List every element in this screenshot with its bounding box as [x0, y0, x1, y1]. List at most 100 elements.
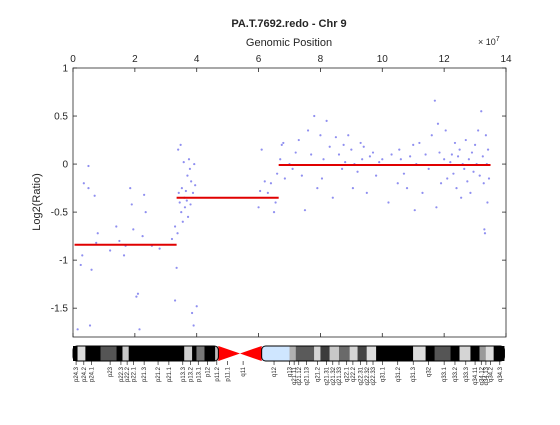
data-point	[276, 172, 279, 175]
band-label: q12	[272, 366, 278, 377]
ideogram-band	[425, 346, 435, 361]
ideogram-band	[184, 346, 193, 361]
band-label: q31.2	[396, 366, 402, 382]
data-point	[350, 148, 353, 151]
band-label: q22.1	[345, 366, 351, 382]
band-label: p24.2	[82, 366, 88, 382]
plot-area: 0 2 4 6 8 10 12 14 1 0.5 0 -0.5 -1 -1.5	[51, 54, 512, 338]
data-point	[452, 172, 455, 175]
data-point	[378, 161, 381, 164]
x-tick-label: 14	[500, 54, 512, 65]
data-point	[356, 170, 359, 173]
band-label: p23	[108, 366, 114, 377]
ideogram-band	[450, 346, 460, 361]
data-point	[427, 167, 430, 170]
data-point	[405, 186, 409, 190]
data-point	[438, 151, 441, 154]
data-point	[90, 268, 93, 271]
data-point	[76, 328, 79, 331]
band-label: p12	[206, 366, 212, 377]
band-label: q34.3	[498, 366, 504, 382]
ideogram-q-arm-outline	[261, 345, 505, 362]
y-tick-label: 0	[62, 160, 68, 171]
ideogram-band	[85, 346, 101, 361]
ideogram-band	[196, 346, 205, 361]
data-point	[316, 186, 319, 190]
band-label: p24.3	[74, 366, 80, 382]
data-point	[387, 201, 390, 204]
data-point	[259, 189, 262, 193]
data-point	[96, 232, 99, 235]
data-point	[456, 155, 460, 158]
data-point	[418, 141, 421, 145]
band-label: q11	[241, 366, 247, 376]
band-label: q34.11	[473, 366, 479, 385]
ideogram-band	[295, 346, 315, 361]
data-point	[291, 167, 294, 170]
data-point	[88, 324, 92, 327]
data-point	[359, 141, 362, 145]
data-point	[483, 232, 487, 235]
data-point	[433, 99, 436, 102]
band-label: p13.3	[181, 366, 187, 382]
data-point	[283, 177, 286, 180]
ideogram-band	[314, 346, 321, 361]
x-exponent-base: × 10	[478, 37, 496, 47]
band-label: p21.3	[142, 366, 148, 382]
band-label: p24.1	[90, 366, 96, 382]
data-point	[195, 305, 198, 308]
data-point	[141, 235, 144, 238]
data-point	[95, 241, 98, 244]
data-point	[484, 134, 487, 137]
data-point	[453, 141, 457, 145]
data-point	[310, 153, 313, 156]
data-point	[320, 177, 324, 180]
data-point	[294, 151, 297, 154]
data-point	[181, 220, 184, 223]
data-point	[444, 129, 447, 132]
band-label: p22.1	[131, 366, 137, 382]
band-label: q22.33	[371, 366, 377, 385]
data-point	[136, 292, 140, 295]
data-point	[421, 191, 424, 194]
data-point	[430, 134, 433, 137]
data-point	[190, 180, 193, 183]
data-point	[322, 158, 325, 161]
data-point	[340, 167, 344, 170]
data-point	[466, 180, 469, 183]
band-label: q21.33	[337, 366, 343, 385]
data-point	[143, 193, 146, 196]
data-point	[269, 182, 273, 185]
ideogram-band	[289, 346, 296, 361]
ideogram-band	[493, 346, 505, 361]
data-point	[334, 136, 337, 139]
y-tick-label: -1	[59, 256, 68, 267]
data-point	[381, 158, 384, 161]
data-point	[184, 189, 187, 193]
data-point	[178, 201, 181, 204]
ideogram-band	[192, 346, 197, 361]
data-point	[486, 201, 489, 204]
data-point	[135, 295, 138, 298]
data-point	[443, 158, 446, 161]
data-point	[118, 239, 121, 243]
data-point	[122, 254, 126, 257]
data-point	[412, 143, 415, 146]
data-point	[188, 167, 192, 170]
data-point	[93, 194, 96, 197]
band-label: p11.1	[226, 366, 232, 381]
data-point	[263, 180, 266, 183]
ideogram-band	[485, 346, 494, 361]
data-point	[282, 141, 285, 145]
data-point	[190, 311, 194, 315]
data-point	[481, 155, 484, 158]
x-tick-label: 6	[256, 54, 262, 65]
ideogram-band	[366, 346, 377, 361]
data-point	[132, 228, 135, 231]
data-point	[473, 143, 477, 146]
data-point	[325, 119, 328, 122]
ideogram-band	[434, 346, 451, 361]
data-point	[398, 148, 401, 151]
data-point	[115, 225, 118, 228]
data-point	[183, 206, 187, 209]
